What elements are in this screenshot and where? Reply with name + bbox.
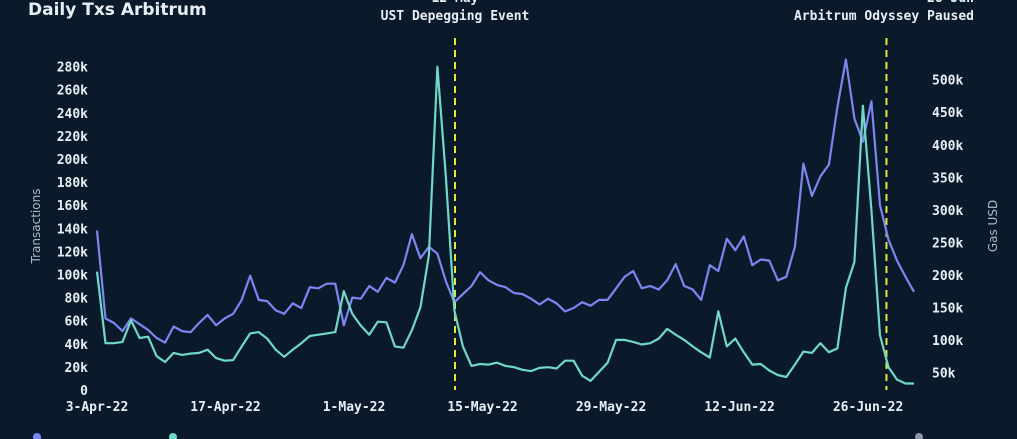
y-right-tick-label: 100k bbox=[932, 334, 963, 349]
chart-title: Daily Txs Arbitrum bbox=[28, 0, 207, 20]
series-lines bbox=[95, 58, 915, 385]
x-tick-label: 1-May-22 bbox=[323, 400, 386, 415]
annotation-date: 28 Jun bbox=[927, 0, 974, 6]
y-left-tick-label: 40k bbox=[65, 338, 89, 353]
y-right-tick-label: 450k bbox=[932, 106, 963, 121]
x-tick-label: 3-Apr-22 bbox=[66, 400, 129, 415]
annotation-label: UST Depegging Event bbox=[381, 9, 530, 24]
legend-marker-gas bbox=[169, 433, 177, 439]
y-right-tick-label: 350k bbox=[932, 171, 963, 186]
y-axis-left-label: Transactions bbox=[29, 189, 43, 265]
y-left-tick-label: 0 bbox=[80, 384, 88, 399]
y-right-tick-label: 150k bbox=[932, 301, 963, 316]
x-tick-label: 12-Jun-22 bbox=[704, 400, 774, 415]
right-axis-ticks: 50k 100k 150k 200k 250k 300k 350k 400k 450k 500k bbox=[932, 74, 963, 382]
y-right-tick-label: 300k bbox=[932, 204, 963, 219]
x-tick-label: 17-Apr-22 bbox=[190, 400, 260, 415]
x-tick-label: 26-Jun-22 bbox=[833, 400, 903, 415]
y-left-tick-label: 140k bbox=[57, 222, 88, 237]
y-left-tick-label: 220k bbox=[57, 130, 88, 145]
x-axis-ticks: 3-Apr-22 17-Apr-22 1-May-22 15-May-22 29-May… bbox=[66, 400, 904, 415]
y-left-tick-label: 180k bbox=[57, 176, 88, 191]
x-tick-label: 29-May-22 bbox=[576, 400, 646, 415]
legend-marker-other bbox=[915, 433, 923, 439]
x-tick-label: 15-May-22 bbox=[447, 400, 517, 415]
y-left-tick-label: 60k bbox=[65, 315, 89, 330]
legend bbox=[33, 433, 923, 439]
left-axis-ticks: 0 20k 40k 60k 80k 100k 120k 140k 160k 180k 200k 220… bbox=[57, 61, 88, 399]
annotation-date: 12 May bbox=[432, 0, 479, 6]
y-right-tick-label: 200k bbox=[932, 269, 963, 284]
annotation-label: Arbitrum Odyssey Paused bbox=[794, 9, 974, 24]
y-left-tick-label: 200k bbox=[57, 153, 88, 168]
y-left-tick-label: 240k bbox=[57, 107, 88, 122]
legend-marker-transactions bbox=[33, 433, 41, 439]
series-line-gas bbox=[95, 65, 914, 385]
y-left-tick-label: 80k bbox=[65, 292, 89, 307]
y-left-tick-label: 160k bbox=[57, 199, 88, 214]
annotation-labels: 12 May UST Depegging Event 28 Jun Arbitrum … bbox=[381, 0, 974, 24]
y-right-tick-label: 400k bbox=[932, 139, 963, 154]
y-axis-right-label: Gas USD bbox=[986, 200, 1000, 252]
y-right-tick-label: 250k bbox=[932, 236, 963, 251]
series-line-transactions bbox=[95, 58, 915, 344]
y-right-tick-label: 500k bbox=[932, 74, 963, 89]
annotation-lines bbox=[454, 38, 888, 390]
y-left-tick-label: 120k bbox=[57, 245, 88, 260]
y-left-tick-label: 100k bbox=[57, 268, 88, 283]
y-right-tick-label: 50k bbox=[932, 366, 956, 381]
y-left-tick-label: 260k bbox=[57, 84, 88, 99]
y-left-tick-label: 280k bbox=[57, 61, 88, 76]
y-left-tick-label: 20k bbox=[65, 361, 89, 376]
